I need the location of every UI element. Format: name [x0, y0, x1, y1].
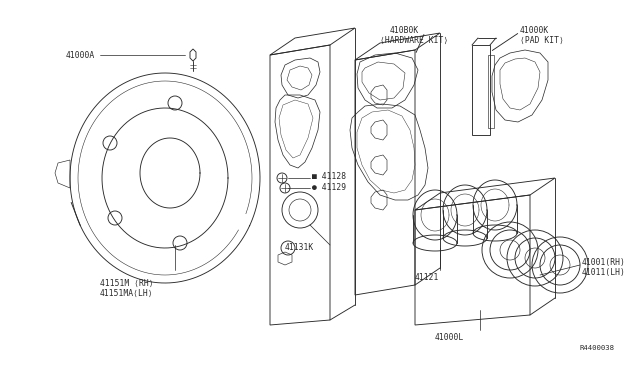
- Text: 41001(RH): 41001(RH): [582, 257, 626, 266]
- Text: R4400038: R4400038: [580, 345, 615, 351]
- Text: 41151MA⟨LH⟩: 41151MA⟨LH⟩: [100, 289, 154, 298]
- Text: 41151M ⟨RH⟩: 41151M ⟨RH⟩: [100, 279, 154, 288]
- Text: ⟨PAD KIT⟩: ⟨PAD KIT⟩: [520, 35, 564, 45]
- Text: 41000K: 41000K: [520, 26, 549, 35]
- Text: 41121: 41121: [415, 273, 440, 282]
- Text: 41000L: 41000L: [435, 334, 464, 343]
- Text: ● 41129: ● 41129: [312, 183, 346, 192]
- Text: 410B0K: 410B0K: [390, 26, 419, 35]
- Text: 41131K: 41131K: [285, 243, 314, 251]
- Text: ⟨HARDWARE KIT⟩: ⟨HARDWARE KIT⟩: [380, 35, 448, 45]
- Text: 41011(LH): 41011(LH): [582, 267, 626, 276]
- Text: 41000A: 41000A: [66, 51, 95, 60]
- Text: ■ 41128: ■ 41128: [312, 171, 346, 180]
